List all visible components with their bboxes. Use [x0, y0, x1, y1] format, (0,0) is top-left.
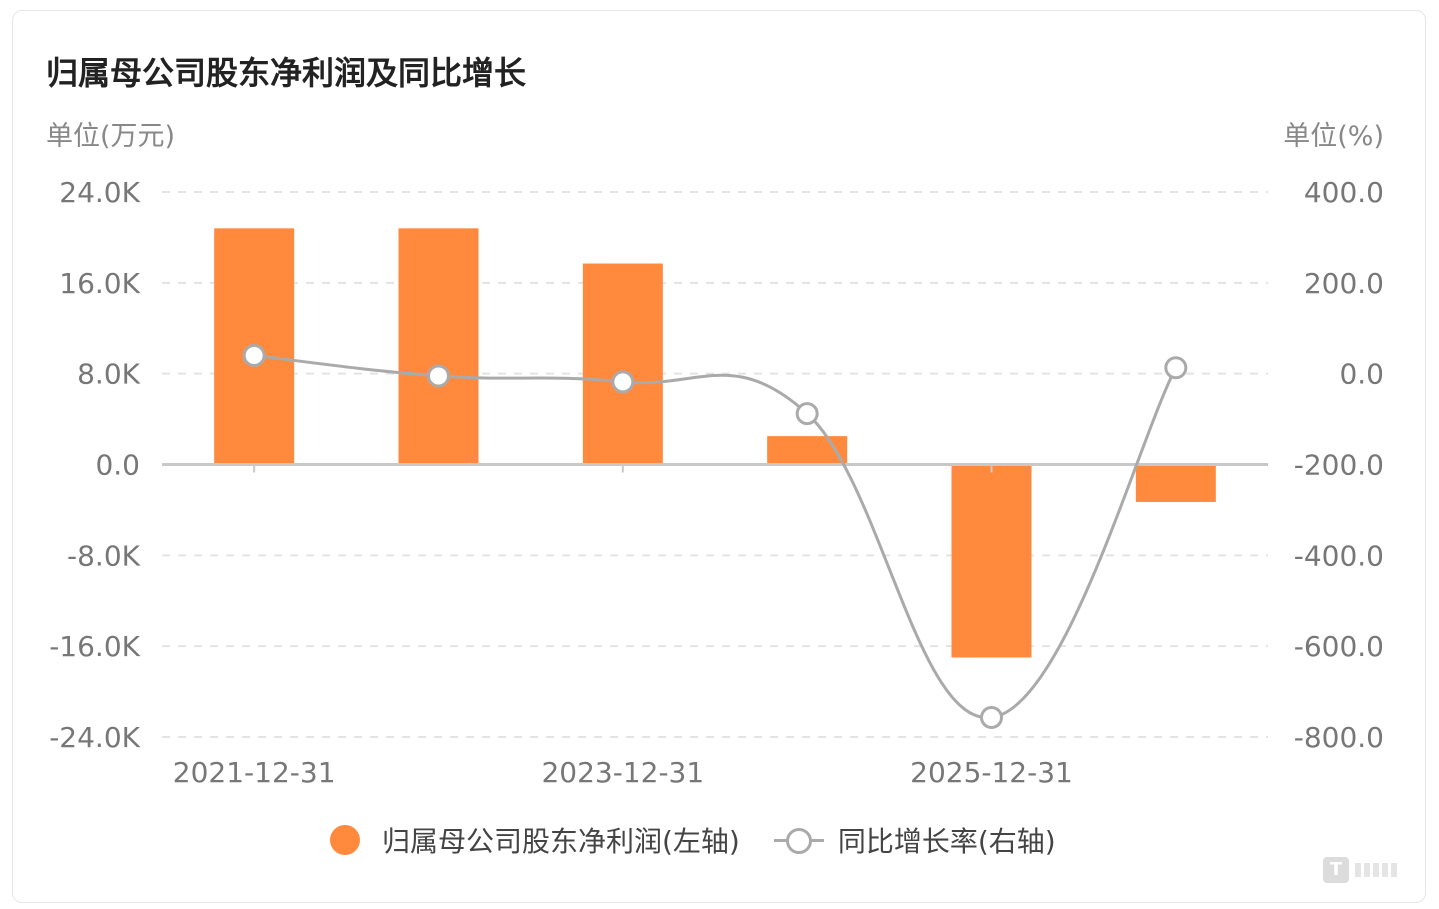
- right-axis-tick-label: -800.0: [1294, 721, 1384, 754]
- bar: [582, 263, 663, 465]
- watermark-logo: T: [1323, 855, 1403, 885]
- growth-point: [795, 402, 819, 426]
- right-axis-tick-label: -400.0: [1294, 539, 1384, 572]
- legend-label-growth: 同比增长率(右轴): [837, 825, 1056, 858]
- chart-legend: 归属母公司股东净利润(左轴) 同比增长率(右轴): [330, 820, 1056, 860]
- left-axis-tick-label: 24.0K: [59, 176, 140, 209]
- growth-line: [254, 354, 1178, 719]
- right-axis-unit: 单位(%): [1283, 121, 1384, 152]
- left-axis-tick-label: 0.0: [95, 449, 140, 482]
- right-axis-tick-label: 0.0: [1339, 358, 1384, 391]
- growth-point: [611, 370, 635, 394]
- x-axis-tick-label: 2021-12-31: [173, 756, 336, 789]
- growth-point: [427, 364, 450, 388]
- logo-wordmark: [1355, 863, 1399, 877]
- right-axis-tick-label: 400.0: [1304, 176, 1384, 209]
- legend-item-growth[interactable]: 同比增长率(右轴): [740, 820, 1056, 860]
- legend-bar-swatch: [330, 825, 360, 855]
- left-axis-tick-label: -24.0K: [49, 721, 140, 754]
- left-axis-tick-label: 8.0K: [77, 358, 141, 391]
- x-axis-tick-label: 2023-12-31: [541, 756, 704, 789]
- left-axis-unit: 单位(万元): [46, 121, 176, 152]
- left-axis-tick-label: 16.0K: [59, 267, 140, 300]
- left-axis-tick-label: -8.0K: [67, 539, 141, 572]
- legend-line-swatch: [773, 825, 824, 855]
- right-axis-tick-label: -600.0: [1294, 630, 1384, 663]
- chart-title: 归属母公司股东净利润及同比增长: [46, 54, 527, 92]
- bar: [951, 464, 1032, 658]
- x-axis-tick-label: 2025-12-31: [910, 756, 1073, 789]
- left-axis-tick-label: -16.0K: [49, 630, 140, 663]
- logo-icon: T: [1323, 857, 1349, 883]
- bar: [767, 436, 848, 465]
- growth-point: [1164, 356, 1188, 380]
- legend-item-profit[interactable]: 归属母公司股东净利润(左轴): [330, 820, 740, 860]
- growth-point: [980, 705, 1003, 729]
- legend-label-profit: 归属母公司股东净利润(左轴): [382, 825, 740, 858]
- bar: [1135, 464, 1216, 502]
- right-axis-tick-label: -200.0: [1294, 449, 1384, 482]
- bar: [398, 228, 479, 465]
- growth-point: [242, 344, 266, 367]
- right-axis-tick-label: 200.0: [1304, 267, 1384, 300]
